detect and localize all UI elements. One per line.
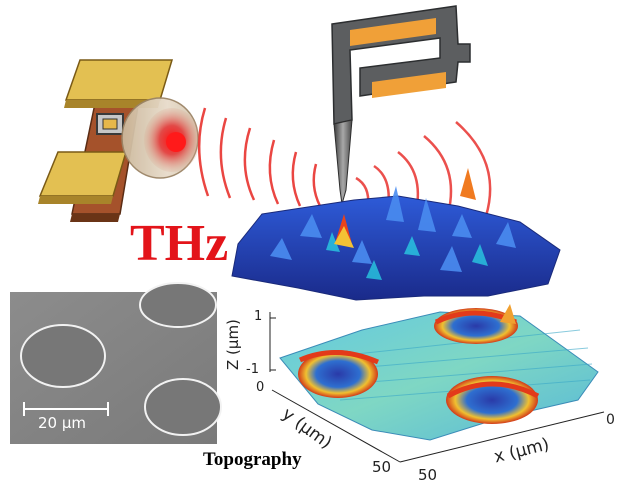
x-tick-end: 0 [606,412,615,428]
sem-image [10,282,222,444]
cantilever-pad-top [350,18,436,46]
afm-tip [333,119,353,205]
cantilever-pad-bottom [372,72,446,98]
thz-antenna [38,59,200,222]
z-tick-bottom: -1 [246,362,259,377]
thz-wavefronts [197,107,322,207]
y-tick-start: 0 [256,380,265,395]
sem-hole [139,282,217,328]
x-tick-start: 50 [418,466,438,484]
topo-pit [298,350,378,398]
antenna-gold-pad-bottom [38,151,128,197]
y-tick-end: 50 [372,458,392,476]
thz-peak [460,168,476,200]
thz-near-field-map [231,168,561,301]
topography-label: Topography [203,449,302,470]
sem-hole [144,378,222,436]
topography-map [269,304,605,463]
antenna-gold-pad-top [64,59,174,101]
sem-hole [20,324,106,388]
z-tick-top: 1 [254,309,263,324]
sem-scalebar-label: 20 μm [38,414,87,432]
thz-label: THz [130,215,229,272]
afm-cantilever [331,5,471,205]
thz-hotspot [166,132,186,152]
z-axis-label: Z (μm) [224,319,242,370]
